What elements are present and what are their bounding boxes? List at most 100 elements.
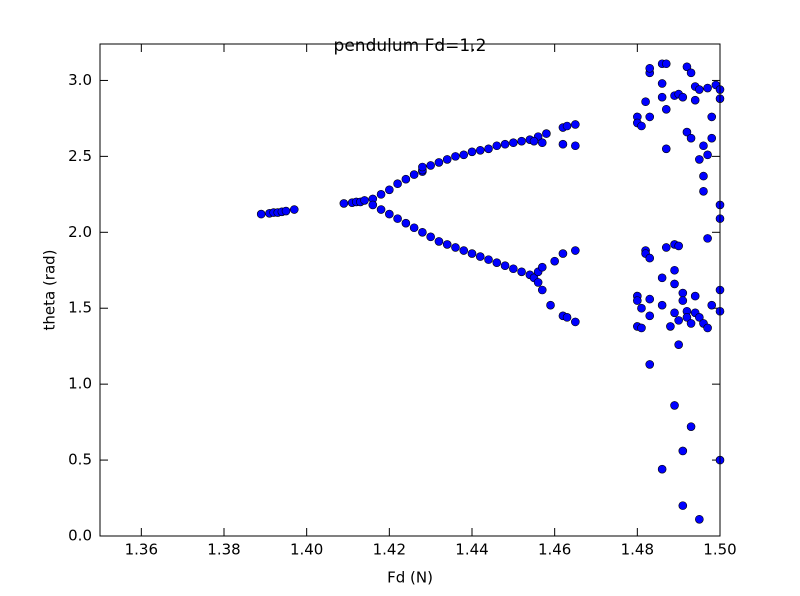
point	[426, 161, 435, 170]
y-tick-label: 0.0	[68, 527, 92, 545]
point	[686, 133, 696, 143]
point	[686, 68, 696, 78]
point	[442, 240, 452, 249]
point	[674, 241, 683, 251]
point	[707, 300, 717, 310]
point	[537, 285, 547, 295]
point	[368, 200, 378, 210]
x-tick-label: 1.44	[455, 541, 488, 559]
point	[641, 97, 650, 107]
point	[401, 218, 411, 228]
point	[657, 300, 667, 310]
point	[703, 323, 712, 333]
point	[703, 83, 712, 93]
point	[500, 139, 510, 149]
point	[467, 249, 477, 258]
point	[674, 316, 683, 325]
y-tick-label: 3.0	[68, 71, 92, 89]
point	[426, 232, 435, 242]
point	[690, 291, 700, 301]
point	[484, 144, 493, 154]
x-tick-label: 1.40	[290, 541, 323, 559]
point	[558, 249, 568, 258]
point	[393, 179, 402, 189]
point	[542, 129, 551, 138]
point	[385, 185, 394, 195]
point	[682, 127, 692, 137]
point	[459, 150, 469, 160]
point	[637, 121, 646, 131]
point	[657, 273, 667, 283]
point	[686, 422, 696, 431]
point	[550, 256, 559, 266]
point	[339, 199, 349, 208]
point	[695, 313, 704, 322]
point	[376, 190, 386, 199]
point	[645, 360, 655, 369]
point	[533, 278, 543, 287]
point	[509, 138, 518, 148]
point	[537, 262, 547, 272]
point	[492, 258, 502, 267]
x-tick-label: 1.38	[207, 541, 240, 559]
y-tick-label: 0.5	[68, 451, 92, 469]
point	[657, 92, 667, 102]
point	[666, 322, 675, 331]
point	[661, 144, 671, 154]
point	[376, 205, 386, 214]
point	[661, 243, 671, 252]
point	[360, 196, 369, 205]
y-tick-label: 1.5	[68, 299, 92, 317]
point	[695, 85, 704, 94]
point	[661, 59, 671, 69]
point	[645, 112, 655, 122]
point	[558, 139, 568, 149]
point	[657, 79, 667, 88]
x-tick-label: 1.36	[125, 541, 158, 559]
x-tick-label: 1.48	[621, 541, 654, 559]
point	[509, 264, 518, 274]
point	[537, 138, 547, 148]
point	[529, 136, 539, 146]
point	[670, 279, 679, 289]
point	[409, 223, 419, 233]
point	[571, 317, 580, 327]
point	[484, 255, 493, 264]
point	[645, 63, 655, 73]
point	[699, 141, 708, 151]
point	[517, 136, 526, 146]
point	[562, 121, 572, 131]
x-axis-label: Fd (N)	[387, 569, 433, 587]
point	[678, 446, 688, 456]
point	[434, 237, 444, 246]
point	[661, 104, 671, 114]
point	[678, 501, 688, 510]
chart-title: pendulum Fd=1.2	[334, 36, 487, 56]
point	[695, 514, 704, 524]
point	[517, 267, 526, 277]
point	[409, 170, 419, 179]
point	[571, 246, 580, 255]
point	[637, 303, 646, 313]
x-tick-label: 1.42	[373, 541, 406, 559]
point	[678, 92, 688, 102]
point	[281, 206, 291, 216]
point	[686, 319, 696, 328]
point	[492, 141, 502, 151]
point	[385, 209, 394, 219]
point	[695, 155, 704, 164]
point	[633, 296, 642, 305]
point	[645, 311, 655, 321]
point	[670, 265, 679, 275]
y-tick-label: 2.0	[68, 223, 92, 241]
point	[678, 296, 688, 305]
plot-frame	[99, 43, 721, 537]
point	[637, 323, 646, 333]
y-tick-label: 1.0	[68, 375, 92, 393]
point	[674, 340, 683, 349]
point	[707, 133, 717, 143]
y-axis-label: theta (rad)	[41, 249, 59, 330]
point	[434, 158, 444, 167]
